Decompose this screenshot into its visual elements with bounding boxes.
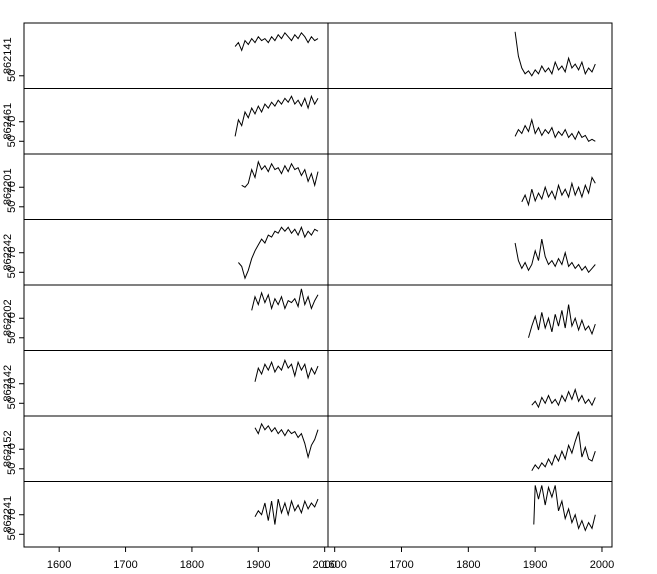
y-tick-label: 70 bbox=[6, 443, 18, 455]
x-tick-label: 1700 bbox=[389, 559, 413, 571]
x-tick-label: 1800 bbox=[456, 559, 480, 571]
panel-frame bbox=[327, 415, 613, 482]
x-tick-label: 1600 bbox=[322, 559, 346, 571]
y-axis-label: 862152 bbox=[2, 430, 14, 467]
series-line bbox=[528, 304, 596, 338]
panel-frame bbox=[23, 481, 329, 548]
y-tick-label: 70 bbox=[6, 181, 18, 193]
series-line bbox=[514, 31, 596, 77]
x-tick-label: 1900 bbox=[246, 559, 270, 571]
series-line bbox=[531, 431, 596, 471]
series-line bbox=[251, 288, 319, 311]
y-axis-label: 862142 bbox=[2, 365, 14, 402]
y-tick-label: 50 bbox=[6, 135, 18, 147]
panel-frame bbox=[327, 22, 613, 89]
panel-frame bbox=[23, 284, 329, 351]
y-tick-label: 50 bbox=[6, 201, 18, 213]
panel-frame bbox=[327, 153, 613, 220]
x-tick-label: 1600 bbox=[47, 559, 71, 571]
series-line bbox=[531, 387, 596, 409]
y-tick-label: 70 bbox=[6, 378, 18, 390]
y-tick-label: 70 bbox=[6, 116, 18, 128]
panel-frame bbox=[23, 219, 329, 286]
panel-frame bbox=[23, 153, 329, 220]
series-line bbox=[238, 225, 319, 280]
y-tick-label: 70 bbox=[6, 312, 18, 324]
x-tick-label: 1700 bbox=[113, 559, 137, 571]
y-tick-label: 50 bbox=[6, 397, 18, 409]
panel-frame bbox=[327, 88, 613, 155]
panel-frame bbox=[327, 350, 613, 417]
y-tick-label: 50 bbox=[6, 266, 18, 278]
series-line bbox=[241, 160, 319, 188]
series-line bbox=[234, 31, 319, 52]
y-axis-label: 862201 bbox=[2, 168, 14, 205]
x-tick-label: 1900 bbox=[523, 559, 547, 571]
panel-frame bbox=[327, 219, 613, 286]
series-line bbox=[521, 176, 596, 207]
y-tick-label: 50 bbox=[6, 528, 18, 540]
panel-frame bbox=[327, 284, 613, 351]
y-tick-label: 50 bbox=[6, 463, 18, 475]
panel-frame bbox=[327, 481, 613, 548]
panel-frame bbox=[23, 88, 329, 155]
panel-frame bbox=[23, 350, 329, 417]
series-line bbox=[254, 422, 319, 460]
series-line bbox=[254, 498, 319, 525]
series-line bbox=[254, 358, 319, 382]
y-tick-label: 70 bbox=[6, 509, 18, 521]
panel-frame bbox=[23, 22, 329, 89]
x-tick-label: 2000 bbox=[312, 559, 336, 571]
y-tick-label: 70 bbox=[6, 247, 18, 259]
panel-frame bbox=[23, 415, 329, 482]
y-axis-label: 862242 bbox=[2, 234, 14, 271]
series-line bbox=[514, 117, 596, 142]
series-line bbox=[533, 485, 596, 532]
y-axis-label: 862202 bbox=[2, 299, 14, 336]
x-tick-label: 1800 bbox=[180, 559, 204, 571]
x-tick-label: 2000 bbox=[590, 559, 614, 571]
y-axis-label: 862141 bbox=[2, 37, 14, 74]
series-line bbox=[514, 239, 596, 274]
y-axis-label: 862461 bbox=[2, 103, 14, 140]
y-axis-label: 862241 bbox=[2, 496, 14, 533]
series-line bbox=[234, 94, 319, 137]
y-tick-label: 50 bbox=[6, 332, 18, 344]
y-tick-label: 50 bbox=[6, 70, 18, 82]
